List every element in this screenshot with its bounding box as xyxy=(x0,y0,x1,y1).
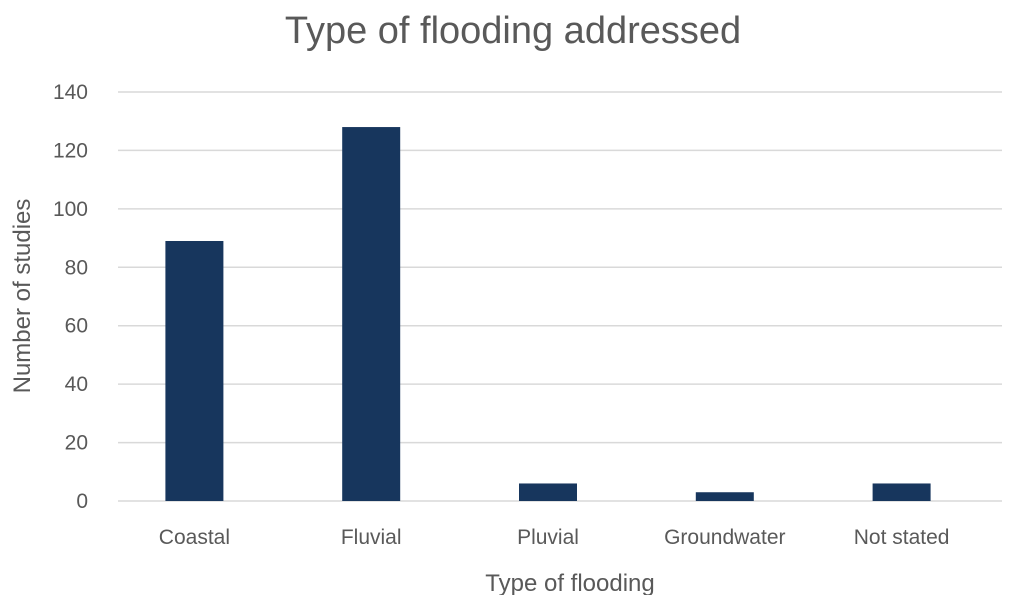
y-axis-title: Number of studies xyxy=(9,199,36,394)
bar-groundwater xyxy=(695,492,754,501)
y-tick-label: 60 xyxy=(65,315,88,338)
x-tick-label: Groundwater xyxy=(664,526,785,549)
bar-layer xyxy=(165,127,931,502)
grid-layer xyxy=(118,91,1002,502)
y-tick-label: 140 xyxy=(53,81,88,104)
y-tick-label: 100 xyxy=(53,198,88,221)
x-tick-label: Pluvial xyxy=(517,526,579,549)
x-tick-layer: Coastal Fluvial Pluvial Groundwater Not stat… xyxy=(159,526,950,549)
x-axis-title: Type of flooding xyxy=(485,570,654,595)
y-tick-label: 20 xyxy=(65,432,88,455)
y-tick-layer: 0 20 40 60 80 100 120 140 xyxy=(53,81,88,513)
y-tick-label: 80 xyxy=(65,256,88,279)
x-tick-label: Coastal xyxy=(159,526,230,549)
bar-coastal xyxy=(165,240,224,501)
y-tick-label: 0 xyxy=(76,490,88,513)
y-tick-label: 40 xyxy=(65,373,88,396)
bar-fluvial xyxy=(342,127,401,502)
x-tick-label: Not stated xyxy=(854,526,950,549)
chart-title: Type of flooding addressed xyxy=(285,10,741,52)
y-tick-label: 120 xyxy=(53,139,88,162)
bar-pluvial xyxy=(519,483,577,501)
x-tick-label: Fluvial xyxy=(341,526,402,549)
bar-not-stated xyxy=(872,483,931,501)
